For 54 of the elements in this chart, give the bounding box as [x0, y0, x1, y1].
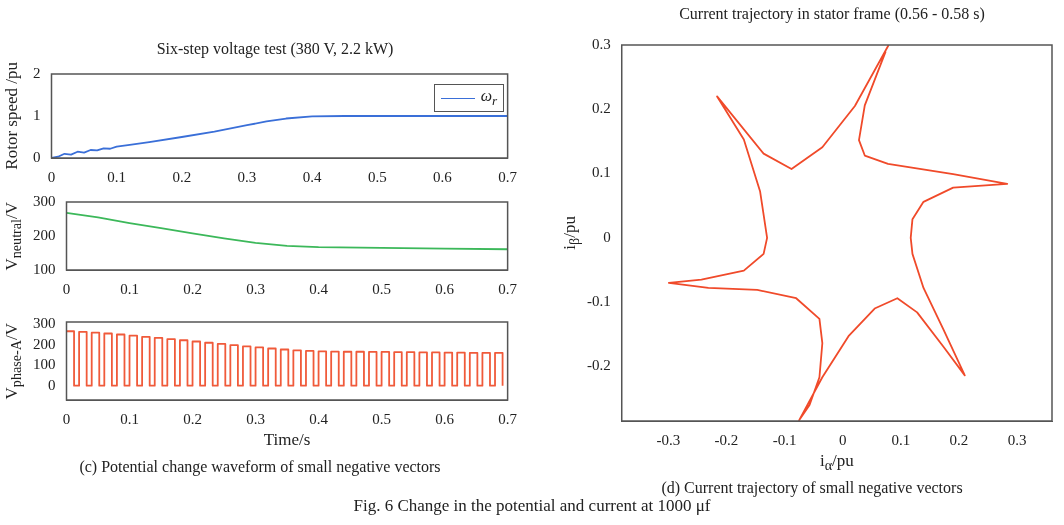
x-tick-label: 0.1	[891, 431, 911, 448]
x-tick-label: 0.4	[309, 410, 329, 427]
x-tick-label: 0.4	[309, 280, 329, 297]
y-tick-label: 200	[33, 226, 56, 243]
y-tick-label: 0	[33, 148, 41, 165]
text: (d) Current trajectory of small negative vectors	[660, 479, 964, 497]
x-tick-label: 0.1	[107, 168, 127, 185]
x-tick-label: -0.2	[714, 431, 739, 448]
x-tick-label: 0.2	[183, 410, 202, 427]
y-tick-label: 0	[603, 228, 611, 245]
x-tick-label: 0.1	[120, 410, 139, 427]
y-tick-label: 300	[33, 314, 56, 331]
x-tick-label: 0	[62, 280, 71, 297]
x-tick-label: 0.3	[1007, 431, 1027, 448]
y-tick-label: 100	[33, 356, 56, 373]
y-tick-label: 2	[33, 64, 41, 81]
y-tick-label: -0.1	[587, 293, 611, 310]
x-tick-label: -0.1	[772, 431, 797, 448]
y-axis-title: Rotor speed /pu	[2, 62, 22, 170]
x-tick-label: 0.1	[120, 280, 139, 297]
chart-title: Current trajectory in stator frame (0.56 - 0.58 s)	[678, 5, 986, 23]
x-tick-label: 0.6	[435, 280, 455, 297]
y-tick-label: 100	[33, 260, 56, 277]
x-tick-label: 0.3	[246, 410, 265, 427]
legend-label: ω$_{r}$	[480, 87, 498, 110]
x-tick-label: 0.6	[433, 168, 453, 185]
y-tick-label: 0.3	[592, 35, 611, 52]
y-tick-label: -0.2	[587, 357, 611, 374]
x-tick-label: -0.3	[656, 431, 681, 448]
x-tick-label: 0.6	[435, 410, 455, 427]
text: (c) Potential change waveform of small negative vectors	[78, 458, 442, 476]
x-tick-label: 0.2	[172, 168, 192, 185]
y-tick-label: 0	[48, 376, 56, 393]
chart-title: Six-step voltage test (380 V, 2.2 kW)	[155, 40, 395, 58]
x-tick-label: 0.7	[498, 280, 518, 297]
x-axis-title: i$_{α}$/pu	[818, 451, 855, 475]
y-tick-label: 1	[33, 106, 41, 123]
y-tick-label: 300	[33, 192, 56, 209]
x-axis-title: Time/s	[262, 430, 312, 450]
x-tick-label: 0.3	[237, 168, 257, 185]
x-tick-label: 0.4	[302, 168, 323, 185]
caption: Fig. 6 Change in the potential and current at 1000 μf	[352, 496, 712, 516]
y-tick-label: 0.2	[592, 100, 611, 117]
x-tick-label: 0	[838, 431, 847, 448]
x-tick-label: 0.2	[183, 280, 202, 297]
x-tick-label: 0	[62, 410, 71, 427]
x-tick-label: 0.7	[498, 168, 518, 185]
x-tick-label: 0.7	[498, 410, 518, 427]
y-tick-label: 200	[33, 335, 56, 352]
x-tick-label: 0.5	[367, 168, 387, 185]
x-tick-label: 0.2	[949, 431, 969, 448]
x-tick-label: 0.5	[372, 280, 391, 297]
x-tick-label: 0.5	[372, 410, 391, 427]
x-tick-label: 0.3	[246, 280, 265, 297]
